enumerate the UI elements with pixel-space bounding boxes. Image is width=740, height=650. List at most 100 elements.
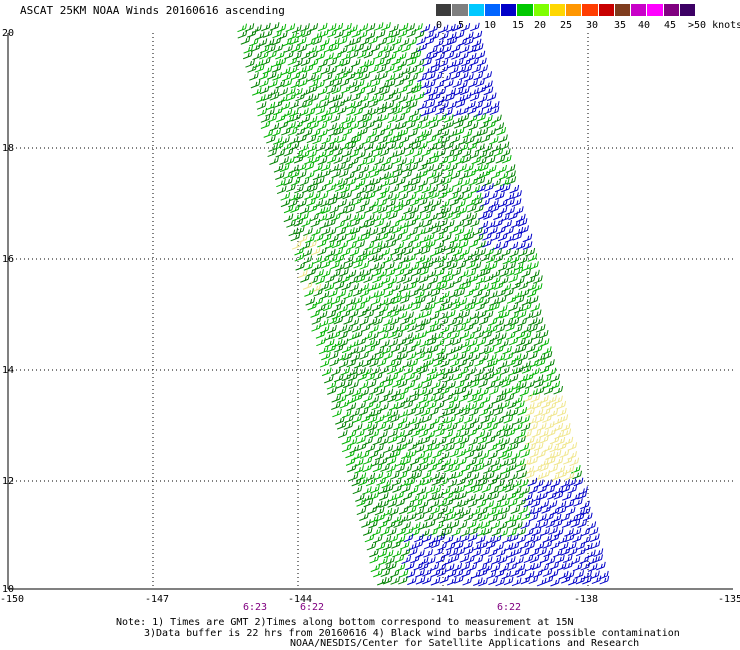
colorbar-label: 35 bbox=[614, 20, 627, 31]
wind-barb bbox=[322, 297, 333, 307]
wind-barb bbox=[370, 338, 381, 348]
wind-barb bbox=[432, 449, 442, 459]
wind-barb bbox=[317, 247, 327, 256]
wind-barb bbox=[360, 71, 371, 81]
wind-barb bbox=[539, 500, 550, 509]
wind-barb bbox=[442, 44, 452, 54]
wind-barb bbox=[446, 576, 457, 586]
wind-barb bbox=[463, 415, 474, 424]
wind-barb bbox=[451, 430, 461, 440]
wind-barb bbox=[348, 472, 359, 482]
wind-barb bbox=[343, 162, 354, 171]
wind-barb bbox=[519, 443, 530, 452]
wind-barb bbox=[419, 108, 430, 117]
wind-barb bbox=[473, 289, 483, 298]
wind-barb bbox=[242, 50, 253, 60]
wind-barb bbox=[278, 120, 289, 130]
wind-barb bbox=[575, 575, 586, 585]
wind-barb bbox=[324, 52, 334, 62]
wind-barb bbox=[369, 134, 380, 144]
wind-barb bbox=[432, 386, 443, 396]
wind-barb bbox=[590, 533, 600, 543]
wind-barb bbox=[300, 23, 310, 32]
wind-barb bbox=[390, 192, 400, 201]
wind-barb bbox=[378, 204, 388, 214]
wind-barb bbox=[503, 479, 514, 489]
wind-barb bbox=[283, 204, 294, 214]
wind-barb bbox=[450, 170, 461, 180]
wind-barb bbox=[326, 309, 337, 319]
wind-barb bbox=[348, 372, 358, 382]
wind-barb bbox=[336, 387, 347, 396]
wind-barb bbox=[353, 330, 363, 339]
wind-barb bbox=[314, 176, 325, 186]
wind-barb bbox=[307, 115, 318, 125]
wind-barb bbox=[458, 269, 469, 279]
wind-barb bbox=[519, 225, 529, 234]
wind-barb bbox=[497, 555, 508, 564]
wind-barb bbox=[454, 407, 464, 416]
wind-barb bbox=[448, 261, 458, 270]
wind-barb bbox=[422, 57, 432, 67]
wind-barb bbox=[512, 547, 522, 556]
wind-barb bbox=[283, 44, 293, 54]
wind-barb bbox=[370, 78, 381, 88]
wind-barb bbox=[398, 283, 409, 293]
wind-barb bbox=[452, 247, 463, 257]
wind-barb bbox=[395, 393, 405, 402]
wind-barb bbox=[396, 213, 407, 223]
wind-barb bbox=[444, 563, 455, 573]
wind-barb bbox=[372, 500, 383, 510]
wind-barb bbox=[483, 273, 494, 283]
wind-barb bbox=[285, 156, 295, 165]
wind-barb bbox=[294, 246, 304, 256]
wind-barb bbox=[353, 107, 364, 116]
wind-barb bbox=[494, 568, 505, 578]
wind-barb bbox=[439, 451, 450, 461]
wind-barb bbox=[280, 192, 291, 201]
wind-barb bbox=[586, 549, 596, 559]
wind-barb bbox=[379, 148, 390, 157]
wind-barb bbox=[419, 338, 430, 348]
wind-barb bbox=[409, 332, 420, 342]
wind-barb bbox=[388, 176, 399, 186]
wind-barb bbox=[404, 147, 415, 157]
wind-barb bbox=[422, 568, 432, 577]
wind-barb bbox=[324, 142, 335, 151]
wind-barb bbox=[308, 183, 318, 193]
wind-barb bbox=[371, 176, 381, 186]
wind-barb bbox=[474, 204, 484, 213]
wind-barb bbox=[416, 295, 426, 305]
wind-barb bbox=[312, 65, 322, 75]
wind-barb bbox=[476, 527, 487, 537]
wind-barb bbox=[442, 260, 452, 270]
wind-barb bbox=[376, 422, 387, 431]
wind-barb bbox=[316, 337, 326, 347]
wind-barb bbox=[333, 155, 344, 164]
wind-barb bbox=[523, 492, 533, 502]
wind-barb bbox=[545, 451, 556, 460]
colorbar-label: 40 bbox=[638, 20, 651, 31]
wind-barb bbox=[451, 211, 461, 220]
colorbar-swatch bbox=[549, 4, 566, 16]
wind-barb bbox=[444, 120, 455, 129]
wind-barb bbox=[483, 86, 494, 96]
wind-barb bbox=[389, 569, 400, 578]
wind-barb bbox=[508, 408, 519, 417]
wind-barb bbox=[387, 394, 397, 403]
wind-barb bbox=[293, 149, 304, 159]
wind-barb bbox=[307, 301, 318, 311]
wind-barb bbox=[464, 322, 474, 332]
wind-barb bbox=[450, 44, 461, 53]
wind-barb bbox=[517, 317, 528, 327]
wind-barb bbox=[286, 183, 296, 193]
wind-barb bbox=[315, 106, 326, 116]
wind-barb bbox=[300, 241, 311, 250]
colorbar-swatch bbox=[647, 4, 664, 16]
wind-barb bbox=[438, 156, 449, 165]
wind-barb bbox=[355, 274, 366, 283]
wind-barb bbox=[338, 45, 348, 55]
wind-barb bbox=[329, 43, 340, 52]
wind-barb bbox=[435, 338, 445, 347]
wind-barb bbox=[462, 253, 473, 263]
